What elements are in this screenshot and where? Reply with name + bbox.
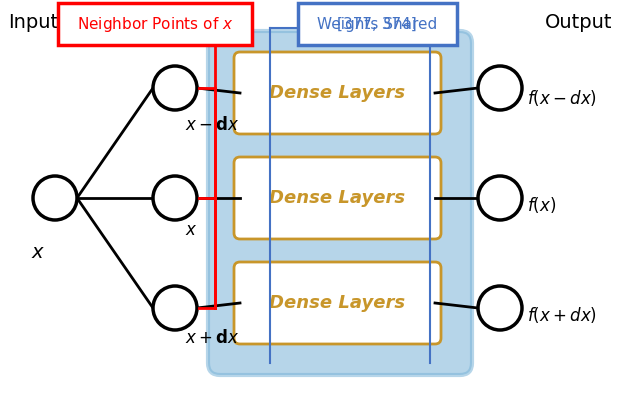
Text: $x$: $x$ xyxy=(31,244,45,263)
Circle shape xyxy=(478,66,522,110)
Text: Input: Input xyxy=(8,13,58,32)
FancyBboxPatch shape xyxy=(234,262,441,344)
Text: $f(x)$: $f(x)$ xyxy=(527,195,556,215)
Text: Output: Output xyxy=(545,13,612,32)
Circle shape xyxy=(478,286,522,330)
Text: $f(x + dx)$: $f(x + dx)$ xyxy=(527,305,597,325)
Text: Dense Layers: Dense Layers xyxy=(269,294,406,312)
Circle shape xyxy=(153,286,197,330)
Circle shape xyxy=(478,176,522,220)
Circle shape xyxy=(153,176,197,220)
FancyBboxPatch shape xyxy=(298,3,457,45)
FancyBboxPatch shape xyxy=(208,31,472,375)
Text: [377, 374]: [377, 374] xyxy=(337,16,417,31)
Text: $x + \mathbf{d}x$: $x + \mathbf{d}x$ xyxy=(185,329,239,347)
FancyBboxPatch shape xyxy=(234,52,441,134)
Text: Weights Shared: Weights Shared xyxy=(317,16,437,31)
Circle shape xyxy=(153,66,197,110)
Circle shape xyxy=(33,176,77,220)
Text: $x$: $x$ xyxy=(185,221,197,239)
FancyBboxPatch shape xyxy=(58,3,252,45)
Text: Dense Layers: Dense Layers xyxy=(269,189,406,207)
FancyBboxPatch shape xyxy=(234,157,441,239)
Text: $x - \mathbf{d}x$: $x - \mathbf{d}x$ xyxy=(185,116,239,134)
Text: Neighbor Points of $x$: Neighbor Points of $x$ xyxy=(77,14,233,33)
Text: Dense Layers: Dense Layers xyxy=(269,84,406,102)
Text: $f(x - dx)$: $f(x - dx)$ xyxy=(527,88,597,108)
